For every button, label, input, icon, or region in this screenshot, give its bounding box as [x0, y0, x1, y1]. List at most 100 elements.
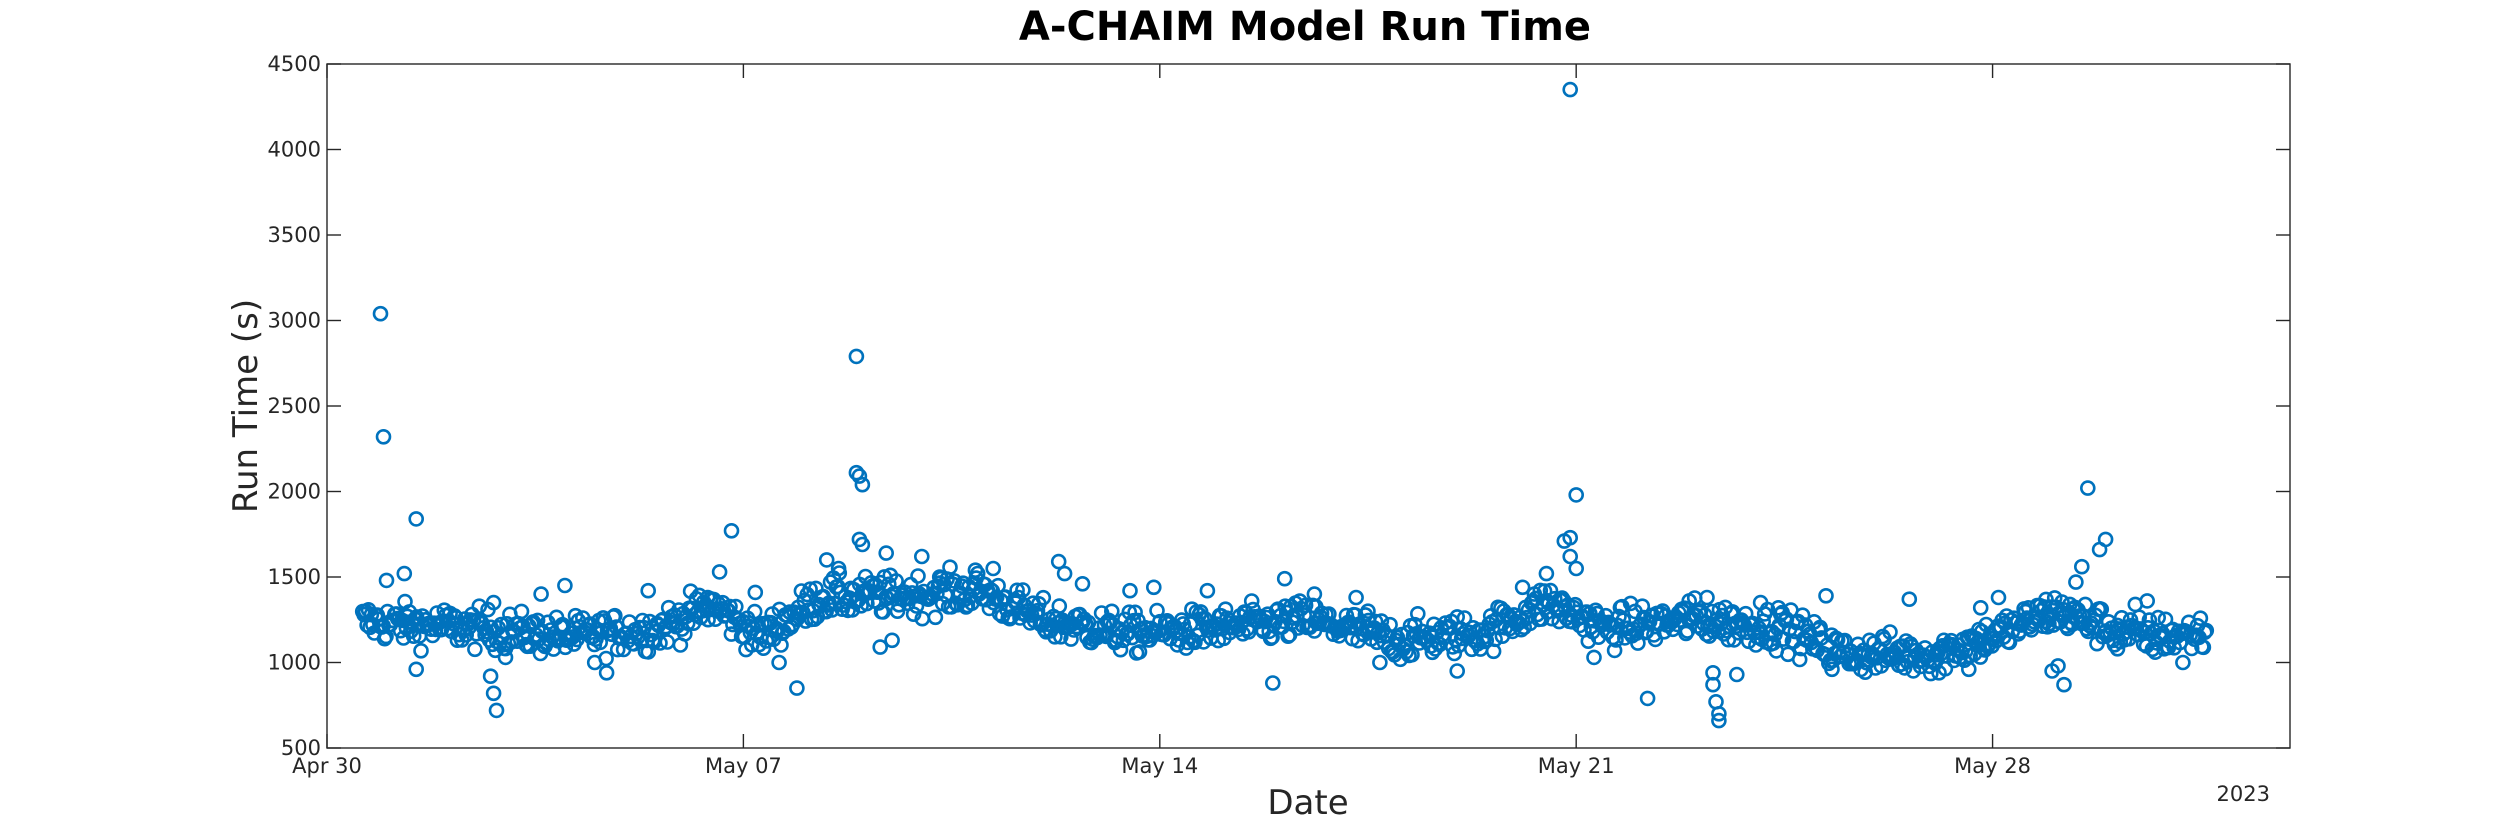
year-label: 2023	[2217, 782, 2270, 806]
data-point	[913, 548, 930, 565]
data-point	[592, 634, 609, 651]
data-point	[378, 572, 395, 589]
data-point	[2150, 609, 2166, 626]
data-point	[872, 639, 889, 655]
data-point	[1770, 599, 1787, 616]
data-point	[1628, 625, 1645, 642]
data-point	[408, 609, 425, 625]
data-point	[875, 604, 891, 620]
data-point	[1122, 582, 1138, 599]
x-axis: Apr 30 May 07 May 14 May 21 May 28	[292, 64, 2031, 778]
data-point	[503, 634, 520, 650]
data-point	[1373, 613, 1390, 629]
data-point	[640, 582, 657, 599]
chart-title: A-CHAIM Model Run Time	[1019, 4, 1591, 50]
data-point	[375, 428, 392, 445]
y-tick-label: 4500	[268, 52, 321, 76]
data-point	[1207, 622, 1224, 638]
data-point	[2080, 480, 2096, 496]
data-point	[1615, 612, 1632, 628]
data-point	[1824, 661, 1840, 678]
data-point	[854, 536, 871, 553]
data-point	[1608, 632, 1624, 648]
data-point	[485, 685, 502, 702]
data-point	[2198, 622, 2215, 639]
y-axis: 500 1000 1500 2000 2500 3000 3500 4000 4500	[268, 52, 2290, 760]
x-tick-label: Apr 30	[292, 754, 362, 778]
data-point	[606, 607, 623, 624]
data-point	[2062, 596, 2078, 613]
data-point	[1047, 628, 1063, 645]
data-point	[1752, 594, 1769, 611]
x-tick-label: May 28	[1954, 754, 2031, 778]
data-point	[471, 598, 488, 615]
data-point	[1265, 675, 1281, 691]
y-tick-label: 1000	[268, 651, 321, 675]
data-point	[1812, 619, 1828, 636]
data-point	[1630, 635, 1646, 651]
y-tick-label: 4000	[268, 138, 321, 162]
data-point	[634, 612, 651, 629]
data-point	[1050, 553, 1067, 570]
data-point	[884, 632, 900, 649]
x-axis-label: Date	[1267, 783, 1348, 823]
data-point	[2139, 593, 2155, 609]
data-point	[1729, 666, 1745, 683]
data-point	[1187, 634, 1203, 651]
y-tick-label: 1500	[268, 565, 321, 589]
data-point	[1972, 599, 1989, 616]
data-point	[533, 586, 549, 602]
data-point	[513, 603, 530, 620]
y-tick-label: 2500	[268, 394, 321, 418]
data-point	[1297, 597, 1314, 614]
data-point	[1883, 651, 1900, 667]
data-point	[1699, 589, 1715, 606]
data-point	[399, 608, 416, 625]
data-point	[1035, 589, 1052, 606]
data-point	[927, 609, 944, 626]
data-point	[652, 635, 668, 651]
data-point	[2093, 601, 2110, 618]
data-point	[2109, 640, 2126, 657]
data-point	[1015, 582, 1031, 598]
data-point	[1199, 582, 1216, 599]
data-point	[2074, 558, 2090, 575]
data-point	[1818, 587, 1834, 604]
data-point	[1791, 651, 1808, 668]
data-point	[2068, 574, 2084, 590]
data-point	[1568, 560, 1584, 577]
data-point	[1794, 607, 1811, 624]
data-point	[1705, 676, 1721, 693]
data-point	[711, 564, 728, 580]
data-point	[2056, 676, 2072, 693]
data-point	[2077, 596, 2094, 613]
data-point	[1491, 619, 1508, 636]
data-point	[598, 664, 615, 681]
data-point	[905, 606, 922, 623]
data-point	[485, 594, 502, 611]
data-point	[1127, 604, 1143, 621]
data-point	[1382, 616, 1398, 633]
data-point	[1063, 631, 1079, 647]
y-tick-label: 3500	[268, 223, 321, 247]
y-tick-label: 500	[281, 736, 321, 760]
data-point	[1051, 598, 1068, 614]
data-point	[1410, 605, 1426, 622]
data-point	[985, 560, 1002, 577]
data-point	[1634, 598, 1651, 615]
data-point	[848, 464, 865, 481]
data-point	[2097, 531, 2114, 548]
data-point	[747, 584, 764, 601]
x-tick-label: May 14	[1121, 754, 1198, 778]
data-point	[396, 565, 413, 582]
data-point	[1146, 579, 1162, 596]
data-point	[771, 654, 787, 671]
data-point	[821, 595, 837, 611]
data-point	[1931, 664, 1947, 681]
data-point	[1562, 81, 1578, 98]
data-point	[1449, 663, 1465, 679]
data-point	[1901, 591, 1918, 608]
data-point	[1990, 589, 2007, 606]
data-point	[1276, 570, 1293, 587]
data-point	[1056, 565, 1073, 582]
